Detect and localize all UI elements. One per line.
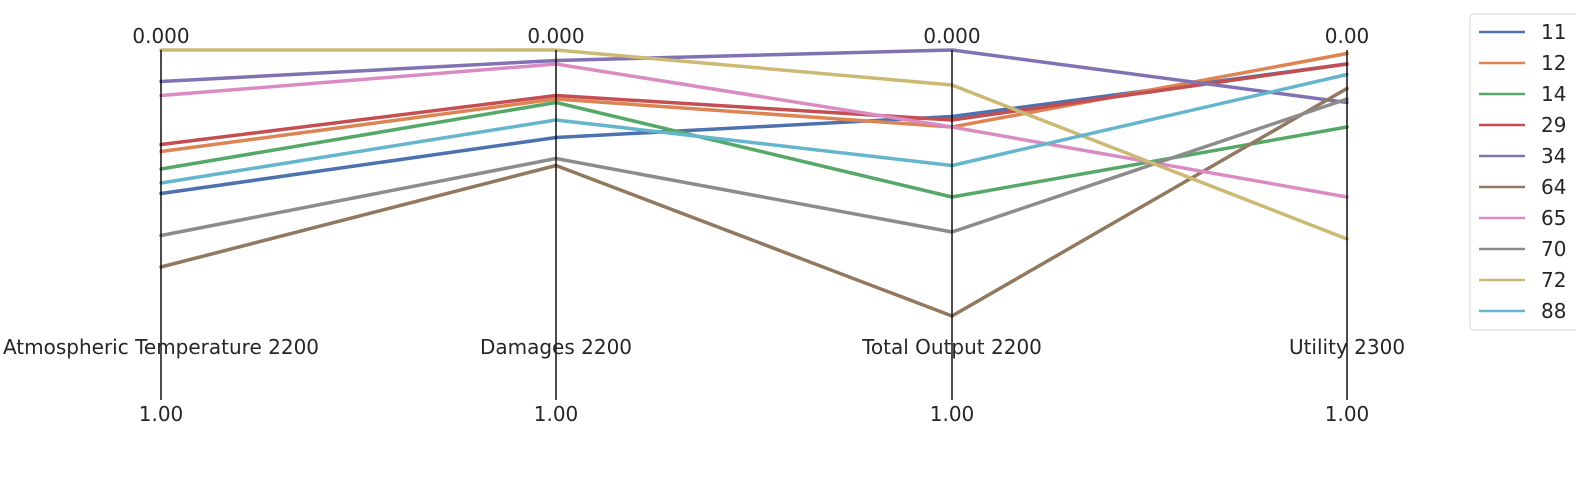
legend-label-65: 65 xyxy=(1541,206,1566,230)
axis-title: Damages 2200 xyxy=(480,335,632,359)
axes: 0.000 1.00 Atmospheric Temperature 2200 0.0… xyxy=(3,24,1405,426)
series-line-64 xyxy=(159,86,1349,318)
axis-top-tick-label: 0.000 xyxy=(527,24,584,48)
axis-title: Atmospheric Temperature 2200 xyxy=(3,335,319,359)
series-line-65 xyxy=(159,62,1349,199)
legend-label-88: 88 xyxy=(1541,299,1566,323)
axis-top-tick-label: 0.000 xyxy=(132,24,189,48)
series-line-34 xyxy=(159,48,1349,105)
axis-title: Utility 2300 xyxy=(1289,335,1405,359)
axis-title: Total Output 2200 xyxy=(861,335,1042,359)
legend-label-11: 11 xyxy=(1541,20,1566,44)
legend-label-12: 12 xyxy=(1541,51,1566,75)
series-line-29 xyxy=(159,62,1349,147)
series-lines xyxy=(159,48,1349,318)
legend-label-14: 14 xyxy=(1541,82,1566,106)
axis-bottom-tick-label: 1.00 xyxy=(1325,402,1370,426)
axis-top-tick-label: 0.000 xyxy=(923,24,980,48)
legend-label-34: 34 xyxy=(1541,144,1566,168)
axis-bottom-tick-label: 1.00 xyxy=(930,402,975,426)
legend-label-72: 72 xyxy=(1541,268,1566,292)
legend-label-29: 29 xyxy=(1541,113,1566,137)
axis-bottom-tick-label: 1.00 xyxy=(534,402,579,426)
legend: 11 12 14 29 34 64 65 70 72 88 xyxy=(1469,13,1576,331)
legend-label-70: 70 xyxy=(1541,237,1566,261)
series-line-72 xyxy=(159,48,1349,241)
series-line-88 xyxy=(159,72,1349,185)
axis-bottom-tick-label: 1.00 xyxy=(139,402,184,426)
axis-top-tick-label: 0.00 xyxy=(1325,24,1370,48)
series-line-70 xyxy=(159,97,1349,238)
legend-label-64: 64 xyxy=(1541,175,1566,199)
